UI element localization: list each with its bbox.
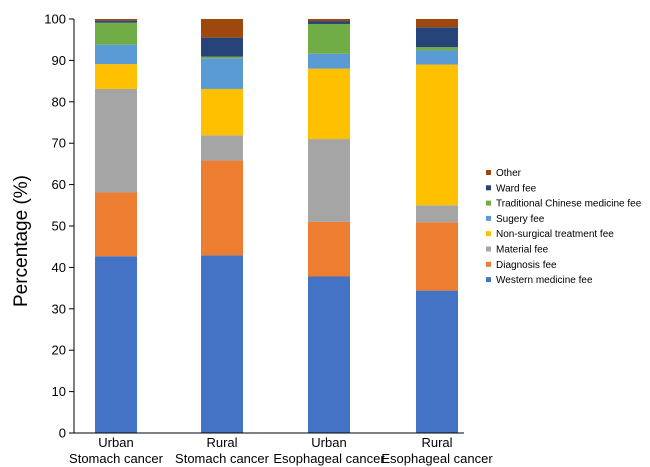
y-tick-label: 40: [52, 260, 66, 275]
bar-segment: [308, 53, 350, 69]
bar-segment: [95, 19, 137, 21]
y-tick-label: 10: [52, 384, 66, 399]
legend-label: Sugery fee: [496, 214, 545, 225]
x-category-label: Rural: [206, 435, 237, 450]
legend-label: Traditional Chinese medicine fee: [496, 199, 642, 210]
bar-segment: [416, 19, 458, 28]
legend-swatch: [486, 170, 491, 175]
legend-swatch: [486, 277, 491, 283]
bar-segment: [95, 64, 137, 89]
bar-segment: [416, 50, 458, 65]
legend-swatch: [486, 185, 491, 191]
bar-segment: [308, 221, 350, 277]
y-tick-label: 100: [44, 12, 66, 27]
bar-segment: [308, 139, 350, 222]
legend: Other Ward fee Traditional Chinese medicin…: [486, 168, 642, 286]
bar-segment: [201, 19, 243, 38]
legend-swatch: [486, 261, 491, 267]
bar-segment: [201, 56, 243, 59]
y-tick-label: 70: [52, 136, 66, 151]
bar-segment: [416, 47, 458, 51]
legend-label: Diagnosis fee: [496, 260, 557, 271]
bar-segment: [201, 135, 243, 161]
bar-segment: [95, 44, 137, 65]
bar-segment: [308, 23, 350, 54]
legend-swatch: [486, 231, 491, 237]
legend-swatch: [486, 215, 491, 221]
bar-segment: [416, 27, 458, 48]
bar-segment: [95, 22, 137, 45]
legend-label: Other: [496, 168, 522, 179]
bar-segment: [201, 58, 243, 89]
y-tick-label: 30: [52, 301, 66, 316]
bar-segment: [416, 290, 458, 433]
y-tick-label: 80: [52, 94, 66, 109]
legend-swatch: [486, 246, 491, 252]
bar-segment: [95, 256, 137, 433]
bar-segment: [308, 276, 350, 433]
bar-segment: [201, 37, 243, 57]
legend-label: Western medicine fee: [496, 275, 593, 286]
y-tick-label: 60: [52, 177, 66, 192]
legend-label: Non-surgical treatment fee: [496, 229, 614, 240]
bar-segment: [416, 64, 458, 206]
bar-segment: [308, 68, 350, 140]
legend-swatch: [486, 200, 491, 206]
bar-segment: [95, 192, 137, 257]
y-tick-label: 50: [52, 219, 66, 234]
x-category-label: Stomach cancer: [69, 451, 164, 466]
x-category-label: Urban: [311, 435, 346, 450]
x-category-label: Esophageal cancer: [273, 451, 385, 466]
bar-segment: [95, 88, 137, 193]
y-tick-label: 0: [59, 426, 66, 441]
bar-segment: [95, 20, 137, 23]
bar-segment: [201, 88, 243, 136]
legend-label: Material fee: [496, 245, 549, 256]
y-tick-label: 90: [52, 53, 66, 68]
bar-segment: [416, 205, 458, 223]
bar-segment: [308, 21, 350, 24]
bar-segment: [308, 19, 350, 22]
x-category-label: Rural: [421, 435, 452, 450]
x-category-label: Esophageal cancer: [381, 451, 493, 466]
bars: [95, 19, 458, 433]
bar-segment: [416, 222, 458, 291]
bar-segment: [201, 255, 243, 433]
x-category-label: Stomach cancer: [175, 451, 270, 466]
bar-segment: [201, 160, 243, 256]
x-category-label: Urban: [98, 435, 133, 450]
y-tick-label: 20: [52, 343, 66, 358]
legend-label: Ward fee: [496, 183, 537, 194]
y-axis-title: Percentage (%): [11, 175, 32, 307]
